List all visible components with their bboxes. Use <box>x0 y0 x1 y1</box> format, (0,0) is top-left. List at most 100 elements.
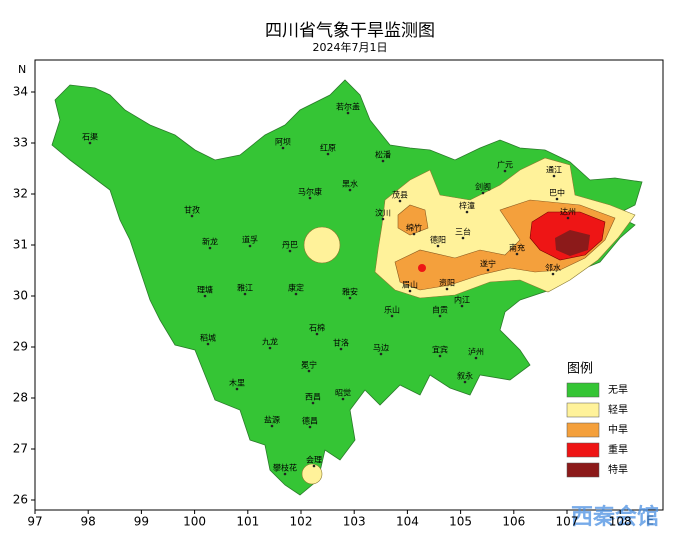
region-light <box>301 463 323 485</box>
city-label: 松潘 <box>375 150 391 160</box>
region-severe <box>418 264 426 272</box>
x-tick-label: 107 <box>556 515 579 529</box>
city-dot <box>474 356 478 360</box>
city-label: 阿坝 <box>275 138 291 147</box>
x-tick-label: 98 <box>81 515 96 529</box>
city-dot <box>208 246 212 250</box>
city-dot <box>243 292 247 296</box>
city-dot <box>412 232 416 236</box>
city-dot <box>348 296 352 300</box>
x-tick-label: 103 <box>343 515 366 529</box>
city-dot <box>268 346 272 350</box>
legend-label: 重旱 <box>608 443 628 456</box>
city-label: 稻城 <box>200 333 216 343</box>
city-dot <box>481 191 485 195</box>
map-frame <box>34 59 664 511</box>
city-dot <box>311 401 315 405</box>
city-dot <box>190 214 194 218</box>
city-dot <box>348 188 352 192</box>
city-dot <box>461 236 465 240</box>
x-tick-label: 99 <box>134 515 149 529</box>
city-dot <box>341 397 345 401</box>
x-tick-label: 105 <box>449 515 472 529</box>
x-tick-label: 102 <box>290 515 313 529</box>
y-tick-label: 28 <box>13 391 28 405</box>
region-moderate <box>397 204 429 236</box>
city-dot <box>566 216 570 220</box>
city-dot <box>206 342 210 346</box>
city-label: 邻水 <box>545 263 561 273</box>
legend-label: 特旱 <box>608 464 628 476</box>
city-dot <box>308 425 312 429</box>
city-label: 石棉 <box>309 323 325 333</box>
city-label: 绵竹 <box>406 223 422 233</box>
city-dot <box>270 424 274 428</box>
city-dot <box>312 464 316 468</box>
city-label: 马尔康 <box>298 187 322 197</box>
city-dot <box>248 244 252 248</box>
city-dot <box>235 387 239 391</box>
city-dot <box>515 252 519 256</box>
city-dot <box>379 352 383 356</box>
city-dot <box>486 268 490 272</box>
city-label: 理塘 <box>197 285 213 295</box>
map-date: 2024年7月1日 <box>313 40 388 54</box>
y-tick-label: 34 <box>13 85 28 99</box>
y-tick-label: 30 <box>13 289 28 303</box>
city-label: 甘洛 <box>333 338 349 348</box>
city-label: 会理 <box>306 455 322 465</box>
city-label: 冕宁 <box>301 360 317 370</box>
city-label: 木里 <box>229 378 245 388</box>
city-label: 资阳 <box>439 278 455 288</box>
y-tick-label: 26 <box>13 493 28 507</box>
y-tick-label: 32 <box>13 187 28 201</box>
city-dot <box>288 249 292 253</box>
city-label: 达州 <box>560 207 576 217</box>
city-dot <box>463 380 467 384</box>
city-dot <box>436 244 440 248</box>
city-dot <box>555 197 559 201</box>
city-dot <box>294 292 298 296</box>
city-label: 若尔盖 <box>336 102 360 112</box>
city-label: 西昌 <box>305 393 321 402</box>
city-label: 通江 <box>546 165 562 175</box>
city-dot <box>390 314 394 318</box>
y-tick-label: 31 <box>13 238 28 252</box>
city-label: 自贡 <box>432 305 448 315</box>
city-label: 盐源 <box>264 415 280 425</box>
y-tick-label: 27 <box>13 442 28 456</box>
city-label: 攀枝花 <box>273 463 297 473</box>
legend-swatch <box>566 462 600 478</box>
city-label: 乐山 <box>384 305 400 315</box>
city-label: 黑水 <box>342 179 358 189</box>
city-label: 马边 <box>373 343 389 353</box>
city-label: 昭觉 <box>335 388 351 398</box>
city-dot <box>381 217 385 221</box>
city-dot <box>326 152 330 156</box>
city-dot <box>398 199 402 203</box>
city-dot <box>339 347 343 351</box>
city-label: 广元 <box>497 160 513 170</box>
city-label: 丹巴 <box>282 241 298 250</box>
region-extreme <box>555 230 590 256</box>
city-label: 茂县 <box>392 190 408 200</box>
city-dot <box>445 287 449 291</box>
city-label: 泸州 <box>468 347 484 357</box>
x-tick-label: 101 <box>236 515 259 529</box>
city-label: 甘孜 <box>184 205 200 215</box>
city-dot <box>381 159 385 163</box>
city-dot <box>203 294 207 298</box>
legend-swatch <box>566 422 600 438</box>
legend-label: 无旱 <box>608 384 628 396</box>
city-dot <box>315 332 319 336</box>
x-tick-label: 108 <box>609 515 632 529</box>
city-dot <box>346 111 350 115</box>
city-dot <box>408 289 412 293</box>
city-dot <box>503 169 507 173</box>
city-label: 雅安 <box>342 287 358 297</box>
city-label: 康定 <box>288 283 304 293</box>
city-dot <box>283 472 287 476</box>
city-dot <box>438 314 442 318</box>
city-dot <box>438 354 442 358</box>
y-tick-label: 33 <box>13 136 28 150</box>
